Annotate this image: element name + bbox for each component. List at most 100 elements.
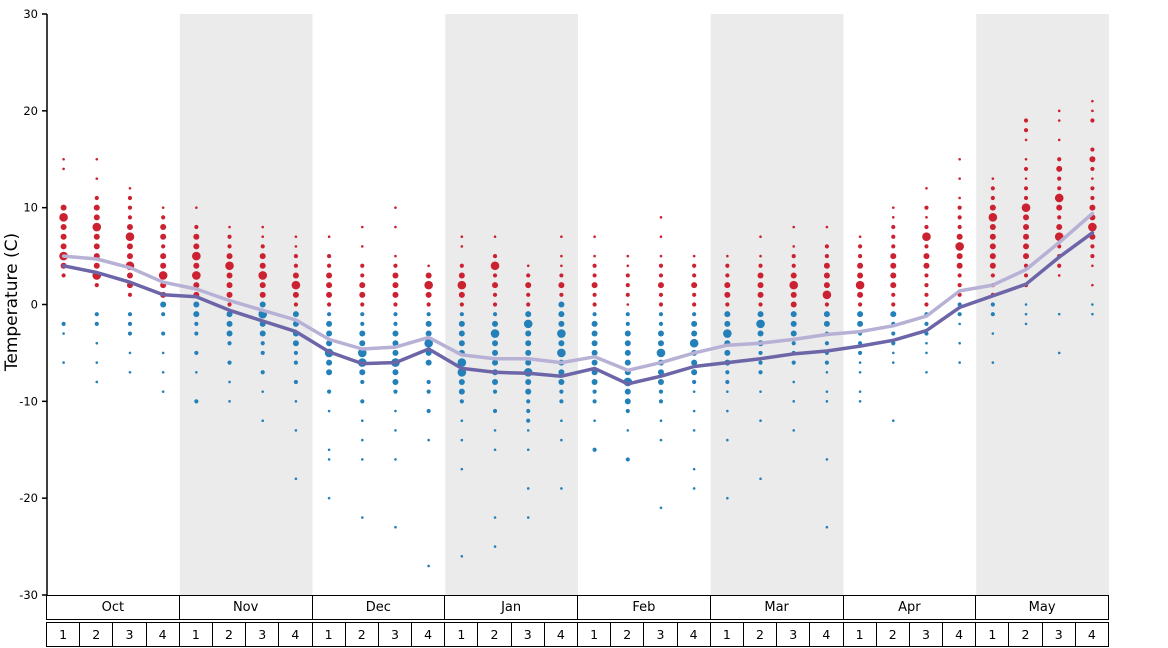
min-temp-dot: [526, 429, 530, 432]
max-temp-dot: [725, 273, 730, 278]
max-temp-dot: [193, 243, 200, 250]
min-temp-dot: [625, 312, 630, 317]
min-temp-dot: [293, 360, 299, 365]
max-temp-dot: [492, 292, 498, 297]
max-temp-dot: [692, 292, 697, 297]
min-temp-dot: [194, 399, 199, 404]
max-temp-dot: [1090, 253, 1095, 259]
min-temp-dot: [327, 448, 331, 452]
max-temp-dot: [659, 235, 663, 239]
max-temp-dot: [924, 302, 929, 307]
max-temp-dot: [958, 177, 961, 180]
min-temp-dot: [394, 409, 397, 413]
min-temp-dot: [293, 379, 299, 385]
min-temp-dot: [658, 312, 664, 317]
max-temp-dot: [359, 291, 366, 298]
max-temp-dot: [126, 272, 133, 279]
min-temp-dot: [626, 429, 630, 432]
min-temp-dot: [458, 388, 465, 395]
min-temp-dot: [425, 320, 432, 327]
week-cell-apr-3: 3: [908, 623, 942, 646]
max-temp-dot: [823, 282, 830, 289]
average-min-line: [61, 231, 1095, 386]
max-temp-dot: [891, 234, 896, 239]
max-temp-dot: [891, 224, 896, 230]
max-temp-dot: [393, 302, 398, 307]
max-temp-dot: [824, 302, 830, 307]
min-temp-dot: [95, 341, 99, 345]
min-temp-dot: [891, 331, 896, 336]
min-temp-dot: [958, 341, 961, 345]
max-temp-dot: [692, 254, 696, 258]
max-temp-dot: [824, 244, 830, 249]
min-temp-dot: [458, 320, 465, 327]
max-temp-dot: [192, 251, 201, 261]
max-temp-dot: [457, 280, 467, 290]
min-temp-dot: [525, 311, 532, 318]
min-temp-dot: [925, 341, 928, 345]
max-temp-dot: [458, 272, 465, 279]
min-temp-dot: [592, 399, 597, 404]
min-temp-dot: [392, 340, 399, 347]
max-temp-dot: [326, 291, 333, 298]
min-temp-dot: [558, 311, 565, 318]
min-temp-dot: [825, 525, 829, 529]
min-temp-dot: [726, 390, 729, 393]
max-temp-dot: [724, 282, 731, 289]
max-temp-dot: [924, 224, 929, 230]
min-temp-dot: [460, 554, 464, 558]
min-temp-dot: [726, 409, 729, 413]
min-temp-dot: [460, 438, 464, 442]
max-temp-dot: [1057, 274, 1061, 277]
max-temp-dot: [1090, 166, 1095, 172]
max-temp-dot: [161, 215, 166, 220]
min-temp-dot: [591, 330, 598, 337]
max-temp-dot: [989, 243, 996, 250]
min-temp-dot: [526, 487, 530, 490]
min-temp-dot: [226, 320, 233, 327]
max-temp-dot: [857, 272, 864, 279]
max-temp-dot: [1056, 165, 1063, 172]
max-temp-dot: [492, 273, 498, 278]
max-temp-dot: [160, 262, 167, 269]
max-temp-dot: [458, 291, 465, 298]
max-temp-dot: [924, 292, 929, 297]
min-temp-dot: [127, 321, 133, 326]
max-temp-dot: [591, 282, 598, 289]
max-temp-dot: [825, 225, 829, 229]
min-temp-dot: [858, 400, 862, 403]
min-temp-dot: [691, 330, 698, 337]
min-temp-dot: [492, 408, 498, 414]
min-temp-dot: [62, 332, 65, 335]
month-cell-dec: Dec: [311, 596, 445, 619]
max-temp-dot: [890, 253, 897, 260]
max-temp-dot: [326, 263, 332, 268]
min-temp-dot: [891, 361, 895, 364]
min-temp-dot: [526, 448, 530, 452]
min-temp-dot: [525, 349, 532, 356]
min-temp-dot: [659, 506, 663, 510]
max-temp-dot: [93, 204, 100, 211]
max-temp-dot: [791, 253, 796, 259]
max-temp-dot: [292, 291, 299, 298]
min-temp-dot: [759, 477, 762, 481]
max-temp-dot: [890, 262, 897, 269]
min-temp-dot: [327, 409, 331, 413]
max-temp-dot: [1021, 203, 1031, 212]
max-temp-dot: [1091, 264, 1094, 268]
min-temp-dot: [493, 545, 497, 548]
min-temp-dot: [393, 312, 398, 317]
min-temp-dot: [326, 330, 333, 337]
max-temp-dot: [692, 273, 697, 278]
max-temp-dot: [526, 302, 531, 307]
min-temp-dot: [624, 330, 631, 337]
min-temp-dot: [657, 369, 664, 376]
min-temp-dot: [756, 319, 765, 329]
max-temp-dot: [957, 283, 962, 288]
min-temp-dot: [858, 370, 862, 374]
max-temp-dot: [392, 291, 399, 298]
max-temp-dot: [659, 254, 663, 258]
max-temp-dot: [60, 224, 67, 231]
min-temp-dot: [657, 330, 664, 337]
max-temp-dot: [1023, 253, 1030, 260]
